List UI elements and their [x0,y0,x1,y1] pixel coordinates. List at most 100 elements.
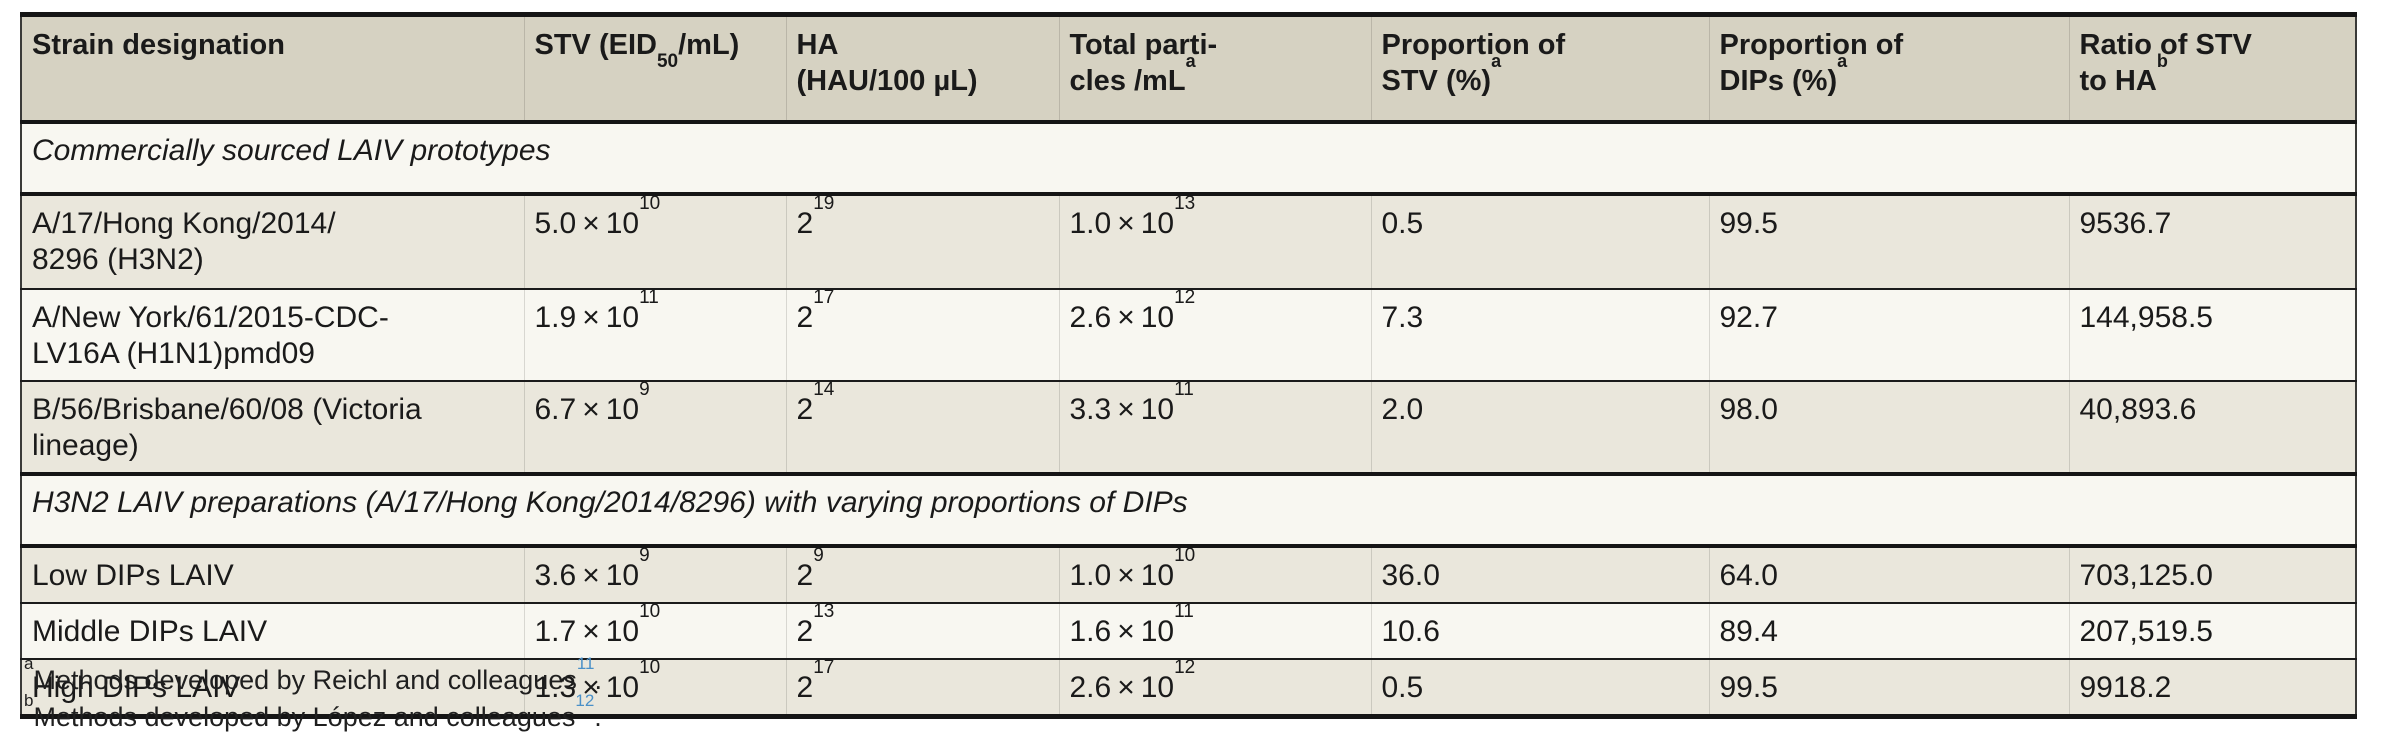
value: 1.9 × 10 [534,301,640,334]
footnote-b: bMethods developed by López and colleagu… [24,692,602,736]
table-row: A/17/Hong Kong/2014/ 8296 (H3N2) 5.0 × 1… [21,193,2356,290]
cell-ha: 214 [786,379,1060,475]
strain-data-table: Strain designation STV (EID50/mL) HA (HA… [20,12,2357,719]
col-header-label: Strain designation [32,29,285,61]
footnote-marker: a [24,654,34,673]
value: 3.6 × 10 [534,559,640,592]
value: 1.0 × 10 [1069,207,1175,240]
exponent: 11 [639,287,659,308]
table-row: B/56/Brisbane/60/08 (Victoria lineage) 6… [21,379,2356,475]
cell-strain: Low DIPs LAIV [21,546,525,604]
cell-strain: A/17/Hong Kong/2014/ 8296 (H3N2) [21,194,525,290]
cell-proportion-stv: 0.5 [1371,194,1710,290]
exponent: 10 [1174,545,1196,566]
value: 3.3 × 10 [1069,393,1175,426]
cell-total-particles: 2.6 × 1012 [1059,287,1372,382]
section-row-h3n2-preparations: H3N2 LAIV preparations (A/17/Hong Kong/2… [21,472,2356,548]
footnote-marker: a [1837,51,1848,72]
col-header-ha: HA (HAU/100 µL) [786,14,1060,124]
section-row-commercial: Commercially sourced LAIV prototypes [21,120,2356,196]
cell-total-particles: 1.0 × 1010 [1059,545,1372,604]
col-header-strain-designation: Strain designation [21,14,525,124]
cell-proportion-stv: 10.6 [1371,603,1710,660]
cell-ratio: 9536.7 [2069,194,2356,290]
col-header-proportion-dips: Proportion of DIPs (%)a [1709,14,2070,124]
cell-proportion-dips: 89.4 [1709,603,2070,660]
exponent: 10 [639,193,661,214]
cell-ha: 217 [786,288,1060,382]
footnote-text: Methods developed by López and colleague… [33,702,576,732]
cell-ha: 29 [786,545,1060,604]
cell-stv: 1.9 × 1011 [524,287,787,382]
cell-strain: B/56/Brisbane/60/08 (Victoria lineage) [21,381,525,475]
citation-ref-link[interactable]: 11 [576,654,595,673]
col-header-label: Proportion of STV (%) [1381,29,1566,97]
footnote-a: aMethods developed by Reichl and colleag… [24,655,602,699]
footnote-marker: b [2156,51,2168,72]
col-header-label: STV (EID [534,29,657,61]
value: 2 [796,559,814,592]
exponent: 11 [1174,601,1194,622]
table-row: Middle DIPs LAIV 1.7 × 1010 213 1.6 × 10… [21,601,2356,660]
value: 2.6 × 10 [1069,301,1175,334]
table-row: Low DIPs LAIV 3.6 × 109 29 1.0 × 1010 36… [21,545,2356,604]
exponent: 14 [813,379,835,400]
value: 2 [796,393,814,426]
col-header-label: Total parti- cles /mL [1069,29,1218,97]
section-label: H3N2 LAIV preparations (A/17/Hong Kong/2… [21,472,2356,548]
exponent: 9 [639,379,650,400]
col-header-stv: STV (EID50/mL) [524,14,787,124]
cell-stv: 6.7 × 109 [524,379,787,475]
exponent: 11 [1174,379,1194,400]
exponent: 13 [813,601,835,622]
cell-ratio: 40,893.6 [2069,381,2356,475]
col-header-label: /mL) [678,29,740,61]
citation-ref-link[interactable]: 12 [575,691,595,710]
cell-total-particles: 2.6 × 1012 [1059,658,1372,718]
cell-stv: 3.6 × 109 [524,546,787,604]
value: 2.6 × 10 [1069,671,1175,704]
cell-ratio: 144,958.5 [2069,289,2356,382]
cell-proportion-dips: 64.0 [1709,546,2070,604]
value: 1.6 × 10 [1069,615,1175,648]
value: 5.0 × 10 [534,207,640,240]
cell-proportion-stv: 7.3 [1371,289,1710,382]
cell-ratio: 207,519.5 [2069,603,2356,660]
value: 6.7 × 10 [534,393,640,426]
footnote-text: Methods developed by Reichl and colleagu… [33,665,577,695]
cell-ha: 219 [786,193,1060,290]
value: 2 [796,207,814,240]
cell-ratio: 703,125.0 [2069,546,2356,604]
subscript: 50 [656,50,679,72]
footnote-marker: a [1491,51,1502,72]
footnote-marker: b [24,691,34,710]
cell-total-particles: 1.6 × 1011 [1059,601,1372,660]
table-row: High DIPs LAIV 1.3 × 1010 217 2.6 × 1012… [21,657,2356,718]
cell-proportion-dips: 99.5 [1709,194,2070,290]
cell-proportion-stv: 2.0 [1371,381,1710,475]
cell-strain: A/New York/61/2015-CDC- LV16A (H1N1)pmd0… [21,289,525,382]
exponent: 13 [1174,193,1196,214]
col-header-proportion-stv: Proportion of STV (%)a [1371,14,1710,124]
exponent: 10 [639,657,661,678]
cell-ha: 217 [786,657,1060,718]
value: 1.0 × 10 [1069,559,1175,592]
cell-proportion-dips: 92.7 [1709,289,2070,382]
table-header-row: Strain designation STV (EID50/mL) HA (HA… [21,14,2356,124]
value: 1.3 × 10 [534,671,640,704]
col-header-ratio-stv-ha: Ratio of STV to HAb [2069,14,2356,124]
exponent: 19 [813,193,835,214]
exponent: 17 [813,657,835,678]
exponent: 12 [1174,287,1196,308]
section-label: Commercially sourced LAIV prototypes [21,120,2356,196]
cell-total-particles: 1.0 × 1013 [1059,193,1372,290]
cell-ha: 213 [786,601,1060,660]
value: 1.7 × 10 [534,615,640,648]
footnote-period: . [594,702,602,732]
footnote-marker: a [1185,51,1196,72]
cell-strain: High DIPs LAIV [21,659,525,718]
cell-stv: 1.7 × 1010 [524,601,787,660]
exponent: 10 [639,601,661,622]
exponent: 9 [813,545,824,566]
